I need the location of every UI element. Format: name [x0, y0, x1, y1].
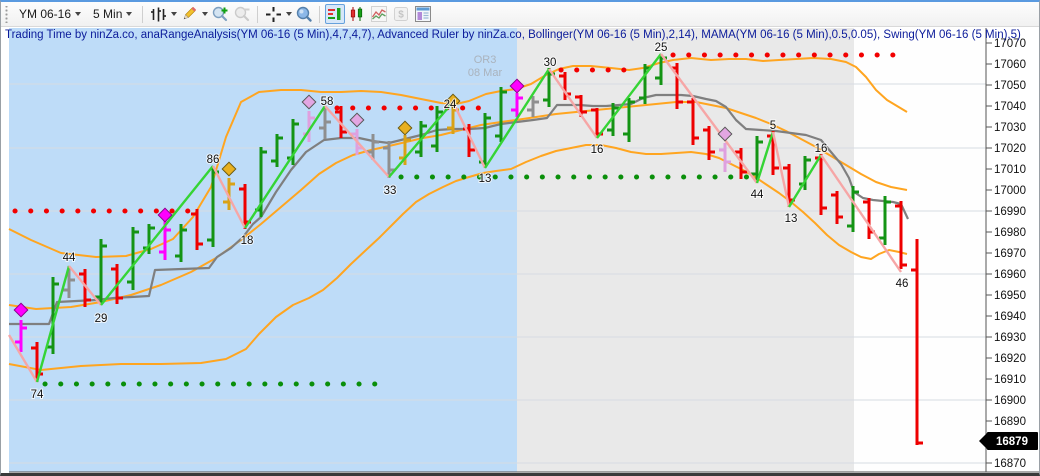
svg-text:16879: 16879 [996, 436, 1028, 448]
svg-text:44: 44 [63, 252, 76, 264]
indicator-header: Trading Time by ninZa.co, anaRangeAnalys… [5, 29, 1021, 41]
svg-text:$: $ [399, 10, 405, 21]
chevron-down-icon[interactable] [171, 12, 178, 16]
svg-text:16950: 16950 [994, 290, 1026, 302]
instrument-dropdown[interactable]: YM 06-16 [14, 4, 86, 25]
svg-text:74: 74 [31, 389, 44, 401]
svg-text:25: 25 [655, 42, 668, 54]
dollar-icon: $ [391, 4, 411, 24]
svg-text:16: 16 [591, 144, 604, 156]
svg-text:18: 18 [241, 235, 254, 247]
candlestick-chart-icon[interactable] [347, 4, 367, 24]
svg-text:16930: 16930 [994, 332, 1026, 344]
session-label-line2: 08 Mar [467, 67, 503, 79]
pencil-icon[interactable] [179, 4, 199, 24]
magnifier-icon[interactable] [294, 4, 314, 24]
chevron-down-icon[interactable] [202, 12, 209, 16]
zoom-out-icon [232, 4, 252, 24]
crosshair-icon[interactable] [263, 4, 283, 24]
svg-text:17020: 17020 [994, 143, 1026, 155]
svg-text:17000: 17000 [994, 185, 1026, 197]
svg-text:16990: 16990 [994, 206, 1026, 218]
toolbar-separator [319, 5, 321, 23]
svg-text:16960: 16960 [994, 269, 1026, 281]
svg-text:13: 13 [785, 213, 798, 225]
toolbar-separator [142, 5, 144, 23]
svg-text:13: 13 [479, 173, 492, 185]
svg-text:58: 58 [321, 96, 334, 108]
chevron-down-icon [75, 12, 82, 16]
svg-text:29: 29 [95, 313, 108, 325]
line-chart-icon[interactable] [369, 4, 389, 24]
svg-text:16890: 16890 [994, 416, 1026, 428]
toolbar-separator [257, 5, 259, 23]
svg-text:16910: 16910 [994, 374, 1026, 386]
chart-trader-icon[interactable] [413, 4, 433, 24]
svg-text:17010: 17010 [994, 164, 1026, 176]
svg-text:16940: 16940 [994, 311, 1026, 323]
svg-text:16970: 16970 [994, 248, 1026, 260]
svg-text:16: 16 [815, 143, 828, 155]
bar-type-icon[interactable] [148, 4, 168, 24]
svg-text:16900: 16900 [994, 395, 1026, 407]
svg-text:16870: 16870 [994, 458, 1026, 470]
chevron-down-icon[interactable] [286, 12, 293, 16]
svg-text:86: 86 [207, 154, 220, 166]
interval-dropdown[interactable]: 5 Min [88, 4, 137, 25]
svg-text:33: 33 [384, 185, 397, 197]
svg-text:17050: 17050 [994, 80, 1026, 92]
interval-label: 5 Min [93, 7, 123, 21]
svg-text:44: 44 [751, 189, 764, 201]
chevron-down-icon [126, 12, 133, 16]
svg-text:16980: 16980 [994, 227, 1026, 239]
svg-text:17070: 17070 [994, 38, 1026, 50]
svg-text:24: 24 [444, 99, 457, 111]
price-chart-canvas[interactable]: 74 44 29 86 18 58 33 24 13 30 16 25 44 5 13 16 46 17070 17… [1, 28, 1040, 475]
toolbar: YM 06-16 5 Min [1, 2, 1039, 27]
svg-text:46: 46 [896, 278, 909, 290]
instrument-label: YM 06-16 [19, 7, 72, 21]
color-bars-chart-icon[interactable] [325, 4, 346, 24]
grip-handle[interactable] [4, 5, 9, 23]
svg-text:16920: 16920 [994, 353, 1026, 365]
session-label: OR3 08 Mar [453, 54, 517, 80]
svg-text:30: 30 [544, 57, 557, 69]
chart-area[interactable]: 74 44 29 86 18 58 33 24 13 30 16 25 44 5 13 16 46 17070 17… [1, 28, 1040, 475]
session-label-line1: OR3 [473, 54, 497, 66]
svg-text:17030: 17030 [994, 122, 1026, 134]
svg-text:5: 5 [770, 120, 776, 132]
zoom-in-icon[interactable] [210, 4, 230, 24]
svg-text:17060: 17060 [994, 59, 1026, 71]
svg-text:17040: 17040 [994, 101, 1026, 113]
